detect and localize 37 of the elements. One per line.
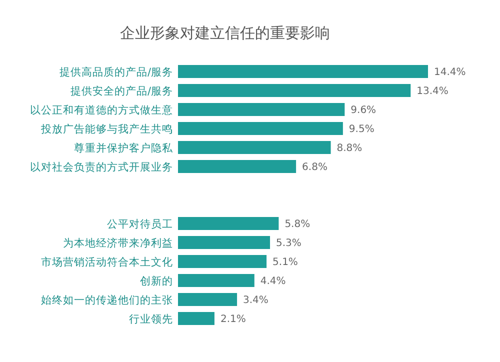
bar <box>178 122 343 135</box>
data-label: 9.5% <box>348 124 374 135</box>
y-tick-label: 市场营销活动符合本土文化 <box>41 256 173 268</box>
y-tick-label: 以公正和有道德的方式做生意 <box>30 104 173 116</box>
y-tick-label: 行业领先 <box>129 312 173 326</box>
data-label: 5.8% <box>284 219 310 230</box>
data-label: 4.4% <box>260 276 286 287</box>
bar <box>178 312 214 325</box>
data-label: 8.8% <box>336 143 362 154</box>
bar <box>178 84 411 97</box>
data-label: 3.4% <box>243 295 268 306</box>
y-tick-label: 尊重并保护客户隐私 <box>74 142 174 154</box>
y-tick-label: 提供安全的产品/服务 <box>70 84 173 98</box>
y-tick-label: 始终如一的传递他们的主张 <box>41 294 173 306</box>
y-tick-label: 提供高品质的产品/服务 <box>59 66 173 78</box>
data-label: 5.3% <box>276 238 302 249</box>
data-label: 9.6% <box>350 105 376 116</box>
bar <box>178 274 254 287</box>
bar <box>178 160 296 173</box>
data-label: 6.8% <box>302 162 328 173</box>
bar <box>178 141 331 154</box>
bar <box>178 255 267 268</box>
chart-title: 企业形象对建立信任的重要影响 <box>120 24 330 42</box>
y-tick-label: 创新的 <box>140 274 173 288</box>
y-tick-label: 投放广告能够与我产生共鸣 <box>40 122 173 136</box>
data-label: 14.4% <box>434 67 466 78</box>
y-tick-label: 公平对待员工 <box>107 218 173 230</box>
data-label: 2.1% <box>220 314 246 325</box>
bar <box>178 293 238 306</box>
data-label: 13.4% <box>416 86 448 97</box>
bar <box>178 65 428 78</box>
y-tick-label: 为本地经济带来净利益 <box>63 236 173 250</box>
y-tick-label: 以对社会负责的方式开展业务 <box>30 160 173 174</box>
bar <box>178 236 270 249</box>
bar <box>178 217 279 230</box>
data-label: 5.1% <box>272 257 298 268</box>
bar <box>178 103 345 116</box>
